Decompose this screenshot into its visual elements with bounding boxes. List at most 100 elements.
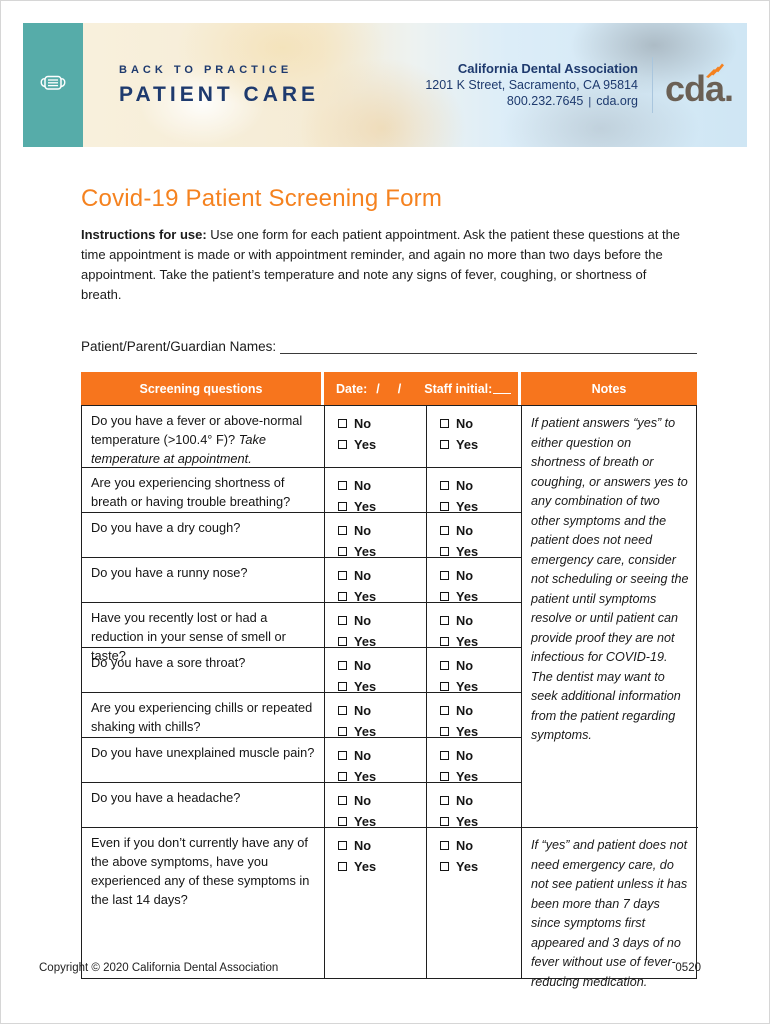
yes-checkbox[interactable]	[338, 637, 347, 646]
banner-org-block: California Dental Association 1201 K Str…	[425, 57, 734, 113]
banner-text-block: BACK TO PRACTICE PATIENT CARE	[119, 64, 319, 107]
yes-checkbox[interactable]	[440, 862, 449, 871]
no-checkbox[interactable]	[338, 616, 347, 625]
no-checkbox[interactable]	[440, 841, 449, 850]
yes-label: Yes	[456, 679, 479, 694]
banner-title: PATIENT CARE	[119, 82, 320, 106]
no-label: No	[456, 703, 474, 718]
patient-names-input[interactable]	[280, 339, 697, 354]
staff-answer-cell: No Yes	[427, 828, 522, 978]
cda-logo-text: cda.	[664, 68, 734, 109]
yes-checkbox[interactable]	[338, 440, 347, 449]
yes-label: Yes	[456, 859, 479, 874]
notes-main-cell: If patient answers “yes” to either quest…	[522, 406, 698, 828]
yes-label: Yes	[456, 544, 479, 559]
yes-label: Yes	[354, 679, 377, 694]
yes-checkbox[interactable]	[338, 592, 347, 601]
yes-checkbox[interactable]	[440, 547, 449, 556]
yes-checkbox[interactable]	[440, 817, 449, 826]
question-italic-note: Take temperature at appointment.	[91, 432, 267, 466]
yes-label: Yes	[456, 814, 479, 829]
no-checkbox[interactable]	[338, 796, 347, 805]
vertical-divider	[651, 57, 653, 113]
yes-checkbox[interactable]	[440, 440, 449, 449]
date-answer-cell: No Yes	[325, 783, 427, 829]
no-checkbox[interactable]	[338, 751, 347, 760]
no-checkbox[interactable]	[338, 526, 347, 535]
yes-checkbox[interactable]	[440, 727, 449, 736]
staff-answer-cell: No Yes	[427, 513, 522, 559]
question-text: Do you have unexplained muscle pain?	[82, 738, 325, 783]
footer-code: 0520	[675, 962, 701, 974]
patient-names-label: Patient/Parent/Guardian Names:	[81, 339, 277, 354]
no-label: No	[354, 478, 372, 493]
yes-label: Yes	[456, 769, 479, 784]
staff-answer-cell: No Yes	[427, 693, 522, 739]
yes-checkbox[interactable]	[338, 817, 347, 826]
staff-answer-cell: No Yes	[427, 558, 522, 604]
no-label: No	[354, 748, 372, 763]
no-checkbox[interactable]	[440, 616, 449, 625]
banner-kicker: BACK TO PRACTICE	[119, 63, 293, 76]
no-checkbox[interactable]	[440, 571, 449, 580]
patient-names-row: Patient/Parent/Guardian Names:	[81, 339, 697, 354]
no-label: No	[456, 838, 474, 853]
yes-checkbox[interactable]	[338, 502, 347, 511]
yes-checkbox[interactable]	[440, 682, 449, 691]
staff-answer-cell: No Yes	[427, 603, 522, 649]
no-checkbox[interactable]	[338, 481, 347, 490]
org-website-link[interactable]: cda.org	[596, 93, 638, 108]
staff-answer-cell: No Yes	[427, 783, 522, 829]
page-title: Covid-19 Patient Screening Form	[81, 185, 443, 212]
instructions: Instructions for use: Use one form for e…	[81, 225, 681, 305]
date-answer-cell: No Yes	[325, 738, 427, 784]
no-label: No	[456, 523, 474, 538]
question-text: Are you experiencing shortness of breath…	[82, 468, 325, 513]
no-checkbox[interactable]	[440, 526, 449, 535]
no-label: No	[456, 613, 474, 628]
banner-photo-strip: BACK TO PRACTICE PATIENT CARE California…	[83, 23, 747, 147]
no-checkbox[interactable]	[440, 661, 449, 670]
yes-label: Yes	[456, 589, 479, 604]
yes-checkbox[interactable]	[440, 592, 449, 601]
yes-checkbox[interactable]	[338, 682, 347, 691]
table-header-row: Screening questions Date: / / Staff init…	[81, 372, 697, 405]
no-checkbox[interactable]	[338, 661, 347, 670]
yes-checkbox[interactable]	[440, 502, 449, 511]
cda-logo: cda.	[664, 63, 734, 109]
no-checkbox[interactable]	[440, 481, 449, 490]
banner-teal-block	[23, 23, 83, 147]
date-slash: /	[397, 381, 402, 396]
question-text: Are you experiencing chills or repeated …	[82, 693, 325, 738]
yes-label: Yes	[456, 724, 479, 739]
date-answer-cell: No Yes	[325, 693, 427, 739]
yes-checkbox[interactable]	[338, 727, 347, 736]
yes-label: Yes	[354, 724, 377, 739]
no-label: No	[354, 613, 372, 628]
no-label: No	[456, 478, 474, 493]
no-checkbox[interactable]	[440, 796, 449, 805]
no-checkbox[interactable]	[440, 419, 449, 428]
no-checkbox[interactable]	[338, 841, 347, 850]
yes-checkbox[interactable]	[440, 637, 449, 646]
no-checkbox[interactable]	[338, 706, 347, 715]
no-checkbox[interactable]	[440, 751, 449, 760]
org-separator: |	[588, 95, 592, 108]
no-label: No	[456, 658, 474, 673]
yes-label: Yes	[354, 437, 377, 452]
yes-checkbox[interactable]	[338, 862, 347, 871]
yes-checkbox[interactable]	[440, 772, 449, 781]
no-checkbox[interactable]	[338, 419, 347, 428]
yes-label: Yes	[354, 859, 377, 874]
no-checkbox[interactable]	[440, 706, 449, 715]
yes-checkbox[interactable]	[338, 547, 347, 556]
instructions-label: Instructions for use:	[81, 227, 207, 242]
no-label: No	[354, 568, 372, 583]
header-date-staff: Date: / / Staff initial:	[324, 372, 521, 405]
no-checkbox[interactable]	[338, 571, 347, 580]
staff-initial-input[interactable]	[493, 384, 512, 394]
question-text: Do you have a fever or above-normal temp…	[82, 406, 325, 468]
no-label: No	[456, 416, 474, 431]
no-label: No	[456, 748, 474, 763]
yes-checkbox[interactable]	[338, 772, 347, 781]
